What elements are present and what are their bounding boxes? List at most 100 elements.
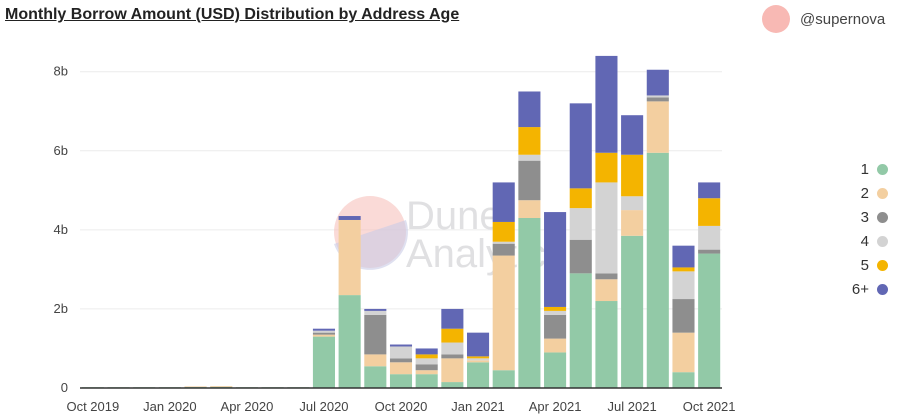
bar-segment[interactable] bbox=[672, 245, 695, 268]
bar-segment[interactable] bbox=[338, 216, 361, 220]
bar-segment[interactable] bbox=[621, 196, 644, 211]
bar-stack[interactable] bbox=[338, 216, 361, 388]
legend-item[interactable]: 3 bbox=[838, 205, 888, 229]
bar-segment[interactable] bbox=[338, 295, 361, 388]
bar-segment[interactable] bbox=[466, 332, 490, 357]
bar-stack[interactable] bbox=[415, 348, 438, 388]
bar-segment[interactable] bbox=[544, 212, 567, 307]
bar-segment[interactable] bbox=[646, 95, 669, 98]
bar-segment[interactable] bbox=[595, 182, 618, 274]
bar-segment[interactable] bbox=[492, 182, 515, 222]
bar-segment[interactable] bbox=[441, 328, 464, 343]
legend-item[interactable]: 1 bbox=[838, 157, 888, 181]
bar-segment[interactable] bbox=[492, 243, 515, 256]
bar-stack[interactable] bbox=[466, 332, 490, 388]
bar-segment[interactable] bbox=[646, 101, 669, 153]
bar-segment[interactable] bbox=[595, 301, 618, 388]
bar-segment[interactable] bbox=[544, 352, 567, 388]
bar-segment[interactable] bbox=[492, 255, 515, 371]
bar-segment[interactable] bbox=[646, 97, 669, 102]
bar-segment[interactable] bbox=[621, 154, 644, 197]
bar-segment[interactable] bbox=[312, 330, 336, 333]
bar-segment[interactable] bbox=[518, 218, 541, 388]
bar-segment[interactable] bbox=[441, 308, 464, 329]
bar-segment[interactable] bbox=[518, 127, 541, 155]
bar-segment[interactable] bbox=[672, 299, 695, 333]
bar-segment[interactable] bbox=[672, 271, 695, 300]
bar-segment[interactable] bbox=[389, 374, 413, 388]
bar-segment[interactable] bbox=[312, 332, 336, 335]
bar-segment[interactable] bbox=[569, 103, 592, 189]
bar-stack[interactable] bbox=[569, 103, 592, 388]
bar-segment[interactable] bbox=[389, 346, 413, 359]
bar-stack[interactable] bbox=[698, 182, 721, 388]
bar-stack[interactable] bbox=[312, 328, 336, 388]
bar-segment[interactable] bbox=[184, 386, 207, 388]
bar-segment[interactable] bbox=[415, 370, 438, 375]
bar-segment[interactable] bbox=[466, 356, 490, 359]
bar-stack[interactable] bbox=[621, 115, 644, 388]
bar-segment[interactable] bbox=[544, 310, 567, 315]
bar-segment[interactable] bbox=[595, 55, 618, 153]
bar-segment[interactable] bbox=[698, 182, 721, 199]
bar-segment[interactable] bbox=[698, 249, 721, 254]
bar-stack[interactable] bbox=[672, 245, 695, 388]
author-badge[interactable]: @supernova bbox=[762, 5, 885, 33]
bar-segment[interactable] bbox=[415, 348, 438, 355]
bar-segment[interactable] bbox=[621, 210, 644, 236]
bar-stack[interactable] bbox=[492, 182, 515, 388]
bar-segment[interactable] bbox=[595, 279, 618, 302]
bar-segment[interactable] bbox=[621, 235, 644, 388]
bar-segment[interactable] bbox=[441, 358, 464, 383]
bar-segment[interactable] bbox=[698, 253, 721, 388]
bar-stack[interactable] bbox=[441, 308, 464, 388]
bar-segment[interactable] bbox=[312, 336, 336, 388]
bar-stack[interactable] bbox=[518, 91, 541, 388]
bar-segment[interactable] bbox=[544, 338, 567, 353]
bar-segment[interactable] bbox=[492, 241, 515, 244]
bar-segment[interactable] bbox=[569, 188, 592, 209]
legend-item[interactable]: 2 bbox=[838, 181, 888, 205]
bar-segment[interactable] bbox=[544, 306, 567, 311]
bar-segment[interactable] bbox=[698, 198, 721, 226]
author-name[interactable]: @supernova bbox=[800, 10, 886, 28]
bar-stack[interactable] bbox=[544, 212, 567, 388]
bar-segment[interactable] bbox=[389, 362, 413, 375]
bar-segment[interactable] bbox=[518, 200, 541, 218]
legend-item[interactable]: 5 bbox=[838, 253, 888, 277]
bar-segment[interactable] bbox=[672, 267, 695, 272]
bar-segment[interactable] bbox=[569, 208, 592, 240]
bar-segment[interactable] bbox=[364, 308, 387, 311]
bar-segment[interactable] bbox=[569, 273, 592, 388]
bar-segment[interactable] bbox=[544, 314, 567, 339]
legend-item[interactable]: 4 bbox=[838, 229, 888, 253]
bar-segment[interactable] bbox=[415, 364, 438, 371]
bar-segment[interactable] bbox=[338, 219, 361, 296]
bar-segment[interactable] bbox=[646, 152, 669, 388]
bar-segment[interactable] bbox=[364, 354, 387, 367]
bar-segment[interactable] bbox=[492, 221, 515, 242]
bar-segment[interactable] bbox=[518, 154, 541, 161]
bar-segment[interactable] bbox=[364, 314, 387, 355]
bar-segment[interactable] bbox=[672, 332, 695, 373]
bar-segment[interactable] bbox=[518, 160, 541, 201]
bar-segment[interactable] bbox=[698, 225, 721, 250]
bar-segment[interactable] bbox=[364, 366, 387, 388]
bar-stack[interactable] bbox=[389, 344, 413, 388]
bar-segment[interactable] bbox=[210, 386, 233, 387]
bar-segment[interactable] bbox=[389, 344, 413, 347]
bar-segment[interactable] bbox=[466, 360, 490, 363]
bar-stack[interactable] bbox=[595, 55, 618, 388]
author-avatar[interactable] bbox=[762, 5, 790, 33]
bar-segment[interactable] bbox=[415, 358, 438, 365]
bar-segment[interactable] bbox=[518, 91, 541, 128]
bar-segment[interactable] bbox=[492, 370, 515, 388]
bar-segment[interactable] bbox=[466, 358, 490, 361]
bar-stack[interactable] bbox=[364, 308, 387, 388]
bar-segment[interactable] bbox=[441, 382, 464, 388]
bar-segment[interactable] bbox=[646, 69, 669, 96]
bar-segment[interactable] bbox=[415, 374, 438, 388]
bar-segment[interactable] bbox=[621, 115, 644, 155]
bar-segment[interactable] bbox=[441, 342, 464, 355]
bar-segment[interactable] bbox=[569, 239, 592, 274]
